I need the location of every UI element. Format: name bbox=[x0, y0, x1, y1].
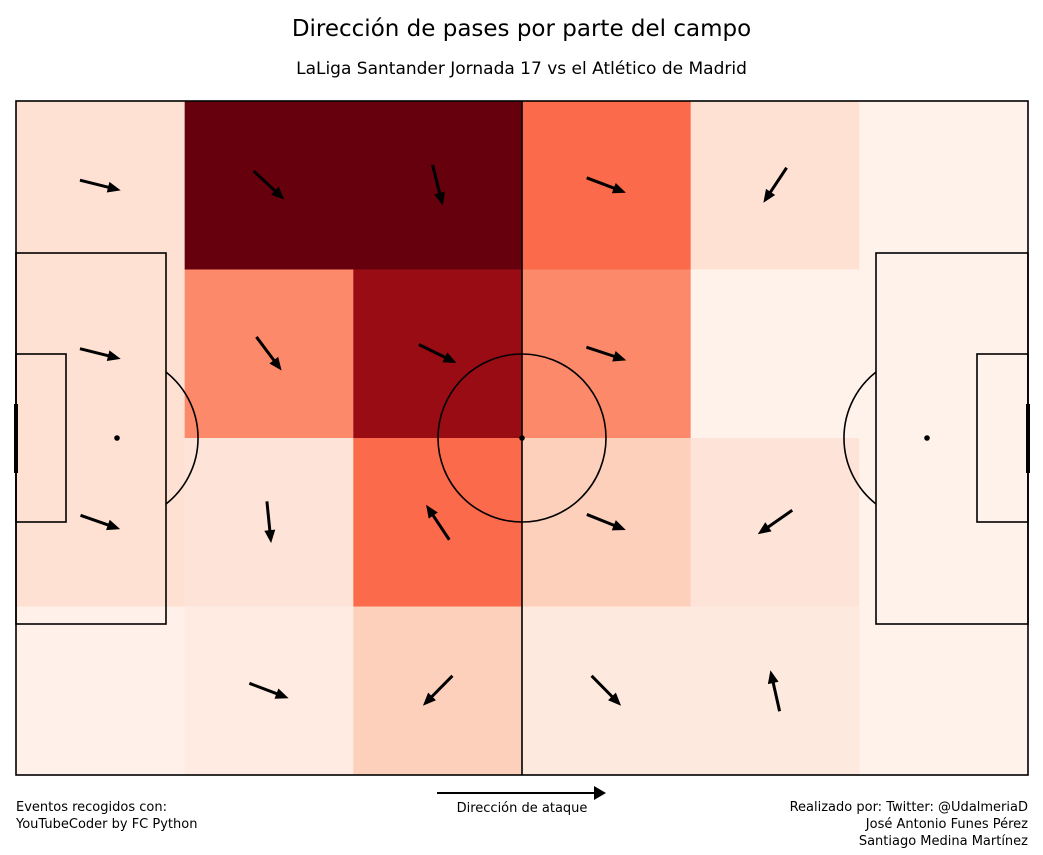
heatmap-cell bbox=[690, 269, 860, 439]
centre-spot bbox=[519, 435, 525, 441]
credits: Realizado por: Twitter: @UdalmeriaD José… bbox=[790, 799, 1028, 850]
pass-direction-arrow bbox=[252, 169, 285, 200]
pass-direction-arrow bbox=[590, 674, 622, 706]
pass-direction-arrow bbox=[585, 345, 627, 362]
pass-direction-arrow bbox=[426, 504, 451, 541]
pass-direction-arrow bbox=[418, 343, 457, 363]
heatmap-cells bbox=[16, 101, 1029, 776]
pass-direction-arrows bbox=[79, 164, 794, 712]
pitch-lines bbox=[14, 100, 1030, 776]
pass-direction-arrow bbox=[757, 509, 794, 535]
credit-line-2: José Antonio Funes Pérez bbox=[865, 817, 1028, 832]
pass-direction-arrow bbox=[431, 164, 445, 206]
right-penalty-arc bbox=[843, 371, 877, 505]
pass-direction-arrow bbox=[80, 513, 121, 531]
pass-direction-arrow bbox=[248, 681, 289, 699]
pass-direction-arrow bbox=[586, 513, 626, 531]
heatmap-cell bbox=[859, 101, 1029, 270]
attack-direction-label: Dirección de ataque bbox=[456, 801, 588, 816]
heatmap-cell bbox=[16, 606, 186, 776]
pass-direction-arrow bbox=[422, 674, 454, 706]
pass-direction-arrow bbox=[79, 178, 121, 193]
pass-direction-arrow bbox=[763, 166, 788, 203]
heatmap-cell bbox=[859, 606, 1029, 776]
data-source-note: Eventos recogidos con: YouTubeCoder by F… bbox=[16, 799, 197, 833]
pass-direction-arrow bbox=[255, 336, 282, 371]
data-source-line-2: YouTubeCoder by FC Python bbox=[16, 817, 198, 832]
pass-direction-arrow bbox=[586, 176, 626, 194]
data-source-line-1: Eventos recogidos con: bbox=[16, 800, 167, 815]
credit-line-1: Realizado por: Twitter: @UdalmeriaD bbox=[789, 800, 1028, 815]
credit-line-3: Santiago Medina Martínez bbox=[858, 834, 1028, 849]
centre-circle bbox=[437, 353, 607, 523]
chart-title: Dirección de pases por parte del campo bbox=[291, 16, 752, 42]
chart-subtitle: LaLiga Santander Jornada 17 vs el Atléti… bbox=[296, 59, 747, 79]
pass-direction-arrow bbox=[767, 670, 782, 712]
attack-direction-arrow bbox=[437, 786, 606, 800]
pass-direction-arrow bbox=[264, 501, 276, 544]
pass-direction-arrow bbox=[79, 347, 121, 362]
right-penalty-spot bbox=[924, 435, 930, 441]
left-penalty-arc bbox=[165, 371, 199, 505]
left-penalty-spot bbox=[114, 435, 120, 441]
